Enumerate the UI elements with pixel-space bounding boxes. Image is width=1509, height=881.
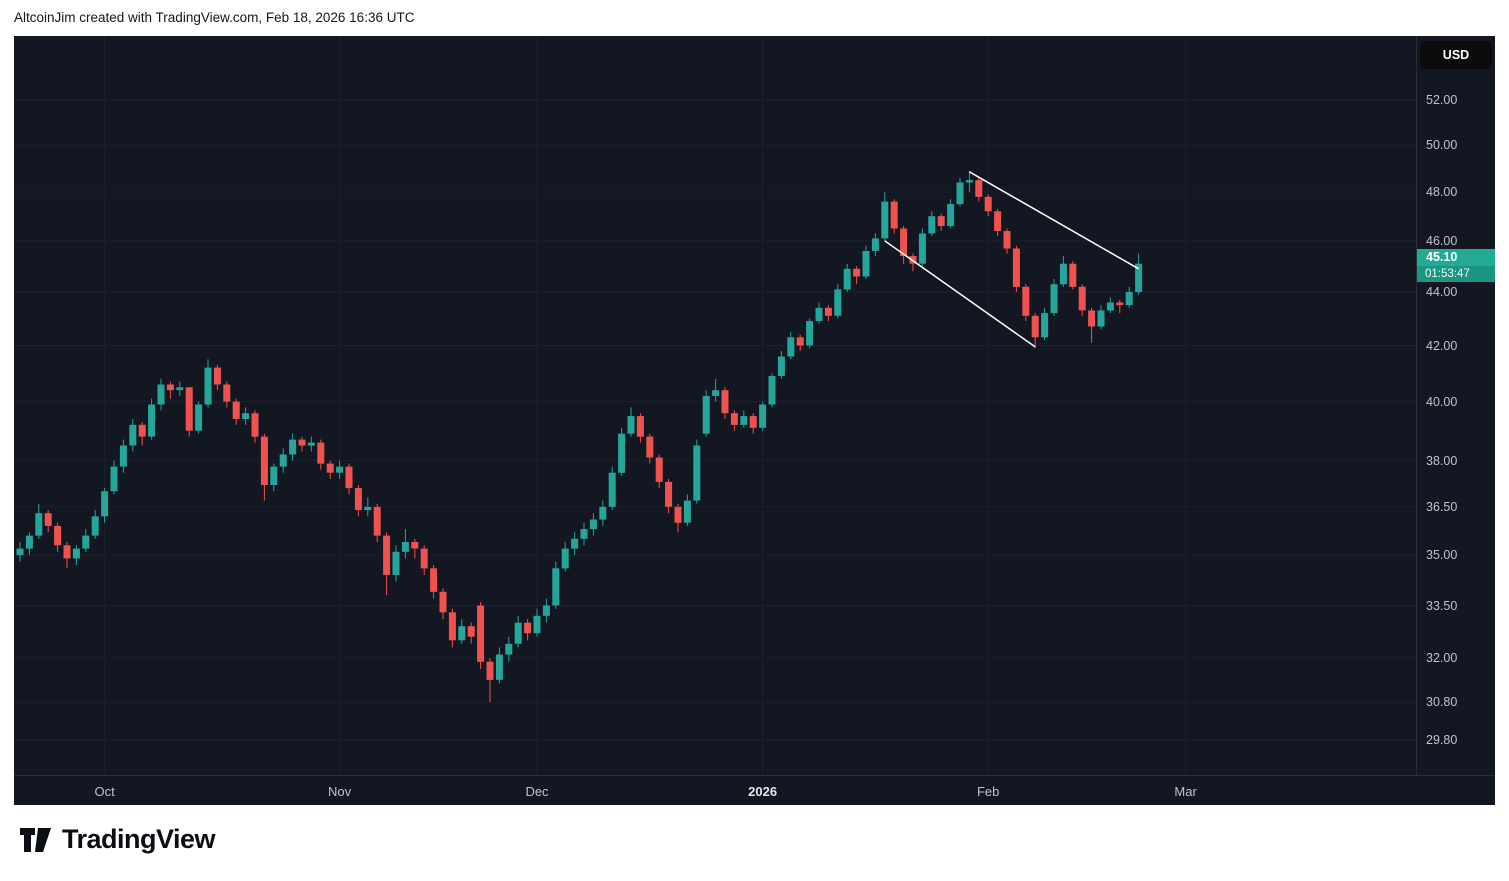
- price-tick-label: 48.00: [1426, 185, 1458, 199]
- tradingview-logo-icon: [20, 827, 51, 852]
- time-tick-label: 2026: [748, 784, 778, 799]
- bar-countdown: 01:53:47: [1417, 265, 1495, 282]
- price-tick-label: 44.00: [1426, 285, 1458, 299]
- candlestick-chart: [14, 36, 1416, 775]
- price-tick-label: 52.00: [1426, 93, 1458, 107]
- price-tick-label: 42.00: [1426, 338, 1458, 353]
- price-tick-label: 30.80: [1426, 695, 1458, 710]
- currency-button[interactable]: USD: [1420, 41, 1492, 69]
- time-tick-label: Oct: [94, 784, 115, 799]
- price-chart-plot[interactable]: [14, 36, 1416, 775]
- last-price-badge: 45.10 01:53:47: [1417, 248, 1495, 282]
- chart-frame: USD 45.10 01:53:47 52.00 50.00 48.00 46.00 4…: [14, 36, 1495, 805]
- time-tick-label: Mar: [1174, 784, 1197, 799]
- price-tick-label: 46.00: [1426, 233, 1458, 248]
- price-tick-label: 38.00: [1426, 453, 1458, 468]
- tradingview-logo-text: TradingView: [62, 824, 216, 854]
- price-tick-label: 40.00: [1426, 394, 1458, 409]
- last-price-value: 45.10: [1417, 248, 1495, 266]
- price-tick-label: 36.50: [1426, 499, 1458, 514]
- time-axis[interactable]: Oct Nov Dec 2026 Feb Mar: [14, 775, 1495, 805]
- price-tick-label: 33.50: [1426, 598, 1458, 613]
- price-tick-label: 50.00: [1426, 138, 1458, 153]
- price-tick-label: 29.80: [1426, 733, 1458, 747]
- attribution-text: AltcoinJim created with TradingView.com,…: [14, 10, 415, 25]
- tradingview-footer: TradingView: [20, 824, 216, 855]
- time-tick-label: Feb: [976, 784, 1000, 799]
- time-tick-label: Nov: [328, 784, 352, 799]
- price-tick-label: 32.00: [1426, 651, 1458, 666]
- price-tick-label: 35.00: [1426, 548, 1458, 563]
- time-tick-label: Dec: [525, 784, 549, 799]
- price-axis[interactable]: USD 45.10 01:53:47 52.00 50.00 48.00 46.00 4…: [1416, 36, 1495, 775]
